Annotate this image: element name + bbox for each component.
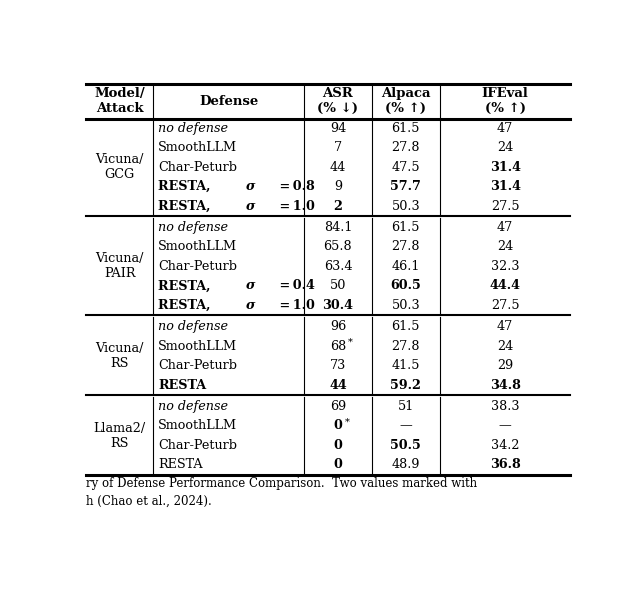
Text: Char-Peturb: Char-Peturb: [158, 260, 237, 273]
Text: 61.5: 61.5: [392, 122, 420, 135]
Text: 31.4: 31.4: [490, 161, 520, 174]
Text: 32.3: 32.3: [491, 260, 519, 273]
Text: Vicuna/
RS: Vicuna/ RS: [95, 342, 144, 370]
Text: 34.8: 34.8: [490, 379, 520, 392]
Text: 57.7: 57.7: [390, 180, 421, 193]
Text: 47: 47: [497, 122, 513, 135]
Text: 47.5: 47.5: [392, 161, 420, 174]
Text: 27.5: 27.5: [491, 200, 520, 213]
Text: SmoothLLM: SmoothLLM: [158, 240, 237, 253]
Text: no defense: no defense: [158, 400, 228, 413]
Text: ry of Defense Performance Comparison.  Two values marked with: ry of Defense Performance Comparison. Tw…: [86, 477, 477, 491]
Text: 36.8: 36.8: [490, 458, 520, 471]
Text: 24: 24: [497, 141, 513, 154]
Text: = 0.4: = 0.4: [277, 279, 316, 293]
Text: 7: 7: [334, 141, 342, 154]
Text: 0: 0: [333, 458, 342, 471]
Text: 63.4: 63.4: [324, 260, 352, 273]
Text: 44: 44: [329, 379, 347, 392]
Text: 30.4: 30.4: [323, 299, 353, 312]
Text: 31.4: 31.4: [490, 180, 520, 193]
Text: 24: 24: [497, 340, 513, 353]
Text: 50.3: 50.3: [392, 200, 420, 213]
Text: 94: 94: [330, 122, 346, 135]
Text: 44.4: 44.4: [490, 279, 520, 293]
Text: 50: 50: [330, 279, 346, 293]
Text: 96: 96: [330, 320, 346, 334]
Text: no defense: no defense: [158, 221, 228, 234]
Text: 41.5: 41.5: [392, 359, 420, 372]
Text: Char-Peturb: Char-Peturb: [158, 359, 237, 372]
Text: SmoothLLM: SmoothLLM: [158, 420, 237, 432]
Text: 59.2: 59.2: [390, 379, 421, 392]
Text: Char-Peturb: Char-Peturb: [158, 161, 237, 174]
Text: 48.9: 48.9: [392, 458, 420, 471]
Text: σ: σ: [245, 299, 255, 312]
Text: SmoothLLM: SmoothLLM: [158, 141, 237, 154]
Text: σ: σ: [245, 200, 255, 213]
Text: 27.8: 27.8: [392, 240, 420, 253]
Text: 84.1: 84.1: [324, 221, 352, 234]
Text: 46.1: 46.1: [392, 260, 420, 273]
Text: 65.8: 65.8: [324, 240, 352, 253]
Text: 69: 69: [330, 400, 346, 413]
Text: —: —: [499, 420, 511, 432]
Text: SmoothLLM: SmoothLLM: [158, 340, 237, 353]
Text: 2: 2: [333, 200, 342, 213]
Text: = 1.0: = 1.0: [277, 200, 316, 213]
Text: 27.8: 27.8: [392, 141, 420, 154]
Text: *: *: [348, 338, 353, 347]
Text: = 1.0: = 1.0: [277, 299, 316, 312]
Text: 60.5: 60.5: [390, 279, 421, 293]
Text: 47: 47: [497, 221, 513, 234]
Text: RESTA,: RESTA,: [158, 299, 213, 312]
Text: no defense: no defense: [158, 320, 228, 334]
Text: RESTA: RESTA: [158, 379, 207, 392]
Text: 61.5: 61.5: [392, 320, 420, 334]
Text: 51: 51: [397, 400, 414, 413]
Text: IFEval
(% ↑): IFEval (% ↑): [482, 87, 529, 115]
Text: 0: 0: [333, 439, 342, 452]
Text: RESTA,: RESTA,: [158, 279, 213, 293]
Text: σ: σ: [245, 279, 255, 293]
Text: RESTA,: RESTA,: [158, 200, 213, 213]
Text: 73: 73: [330, 359, 346, 372]
Text: 44: 44: [330, 161, 346, 174]
Text: *: *: [346, 417, 350, 426]
Text: ASR
(% ↓): ASR (% ↓): [317, 87, 358, 115]
Text: = 0.8: = 0.8: [277, 180, 315, 193]
Text: 50.3: 50.3: [392, 299, 420, 312]
Text: 34.2: 34.2: [491, 439, 519, 452]
Text: Defense: Defense: [199, 95, 259, 108]
Text: RESTA: RESTA: [158, 458, 203, 471]
Text: 38.3: 38.3: [491, 400, 519, 413]
Text: 24: 24: [497, 240, 513, 253]
Text: 47: 47: [497, 320, 513, 334]
Text: 0: 0: [333, 420, 342, 432]
Text: 68: 68: [330, 340, 346, 353]
Text: h (Chao et al., 2024).: h (Chao et al., 2024).: [86, 495, 212, 508]
Text: Char-Peturb: Char-Peturb: [158, 439, 237, 452]
Text: 61.5: 61.5: [392, 221, 420, 234]
Text: Vicuna/
PAIR: Vicuna/ PAIR: [95, 252, 144, 281]
Text: 27.8: 27.8: [392, 340, 420, 353]
Text: Alpaca
(% ↑): Alpaca (% ↑): [381, 87, 431, 115]
Text: 9: 9: [334, 180, 342, 193]
Text: no defense: no defense: [158, 122, 228, 135]
Text: Llama2/
RS: Llama2/ RS: [93, 421, 146, 450]
Text: σ: σ: [245, 180, 255, 193]
Text: RESTA,: RESTA,: [158, 180, 213, 193]
Text: Model/
Attack: Model/ Attack: [94, 87, 145, 115]
Text: 27.5: 27.5: [491, 299, 520, 312]
Text: 50.5: 50.5: [390, 439, 421, 452]
Text: —: —: [399, 420, 412, 432]
Text: 29: 29: [497, 359, 513, 372]
Text: Vicuna/
GCG: Vicuna/ GCG: [95, 154, 144, 181]
